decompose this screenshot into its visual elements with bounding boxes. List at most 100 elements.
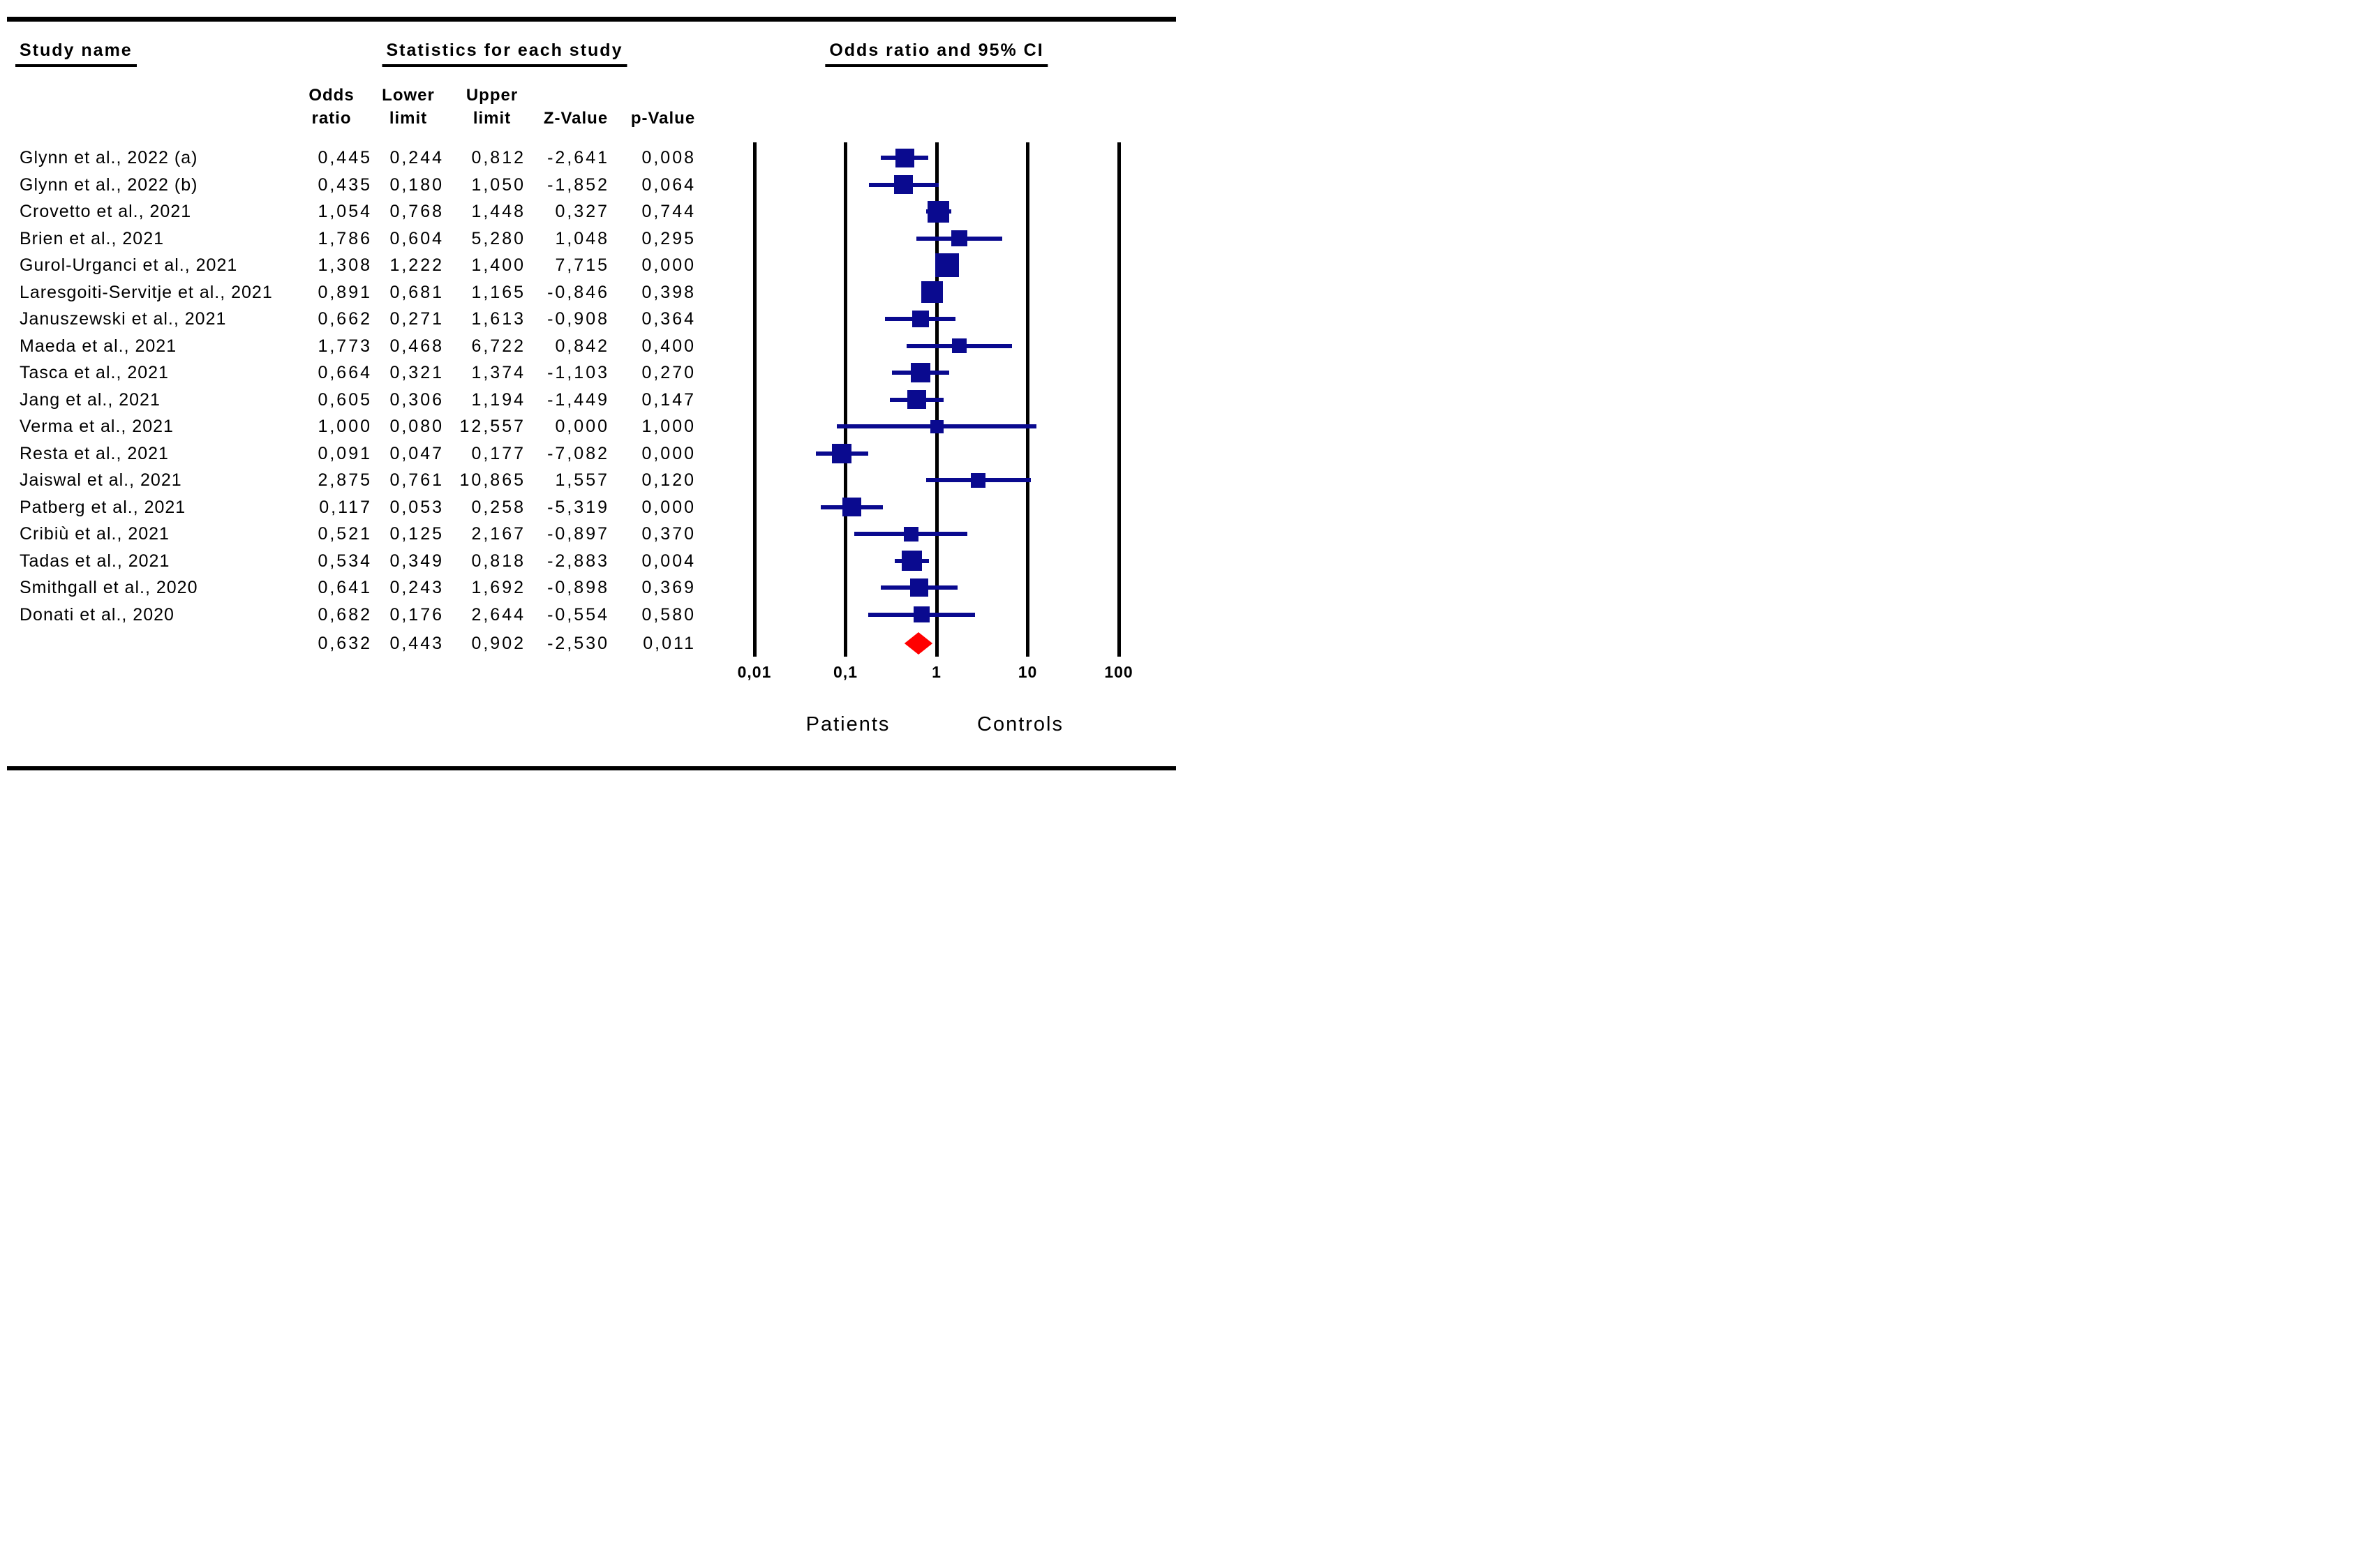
study-name-cell: Laresgoiti-Servitje et al., 2021 bbox=[20, 282, 273, 302]
odds-ratio-cell: 0,662 bbox=[318, 309, 372, 329]
z-value-cell: -0,898 bbox=[547, 578, 609, 597]
axis-tick-label: 100 bbox=[1104, 663, 1133, 681]
z-value-cell: -2,641 bbox=[547, 148, 609, 167]
lower-limit-cell: 0,053 bbox=[389, 497, 444, 517]
table-row: Crovetto et al., 2021 1,054 0,768 1,448 0,32… bbox=[0, 198, 726, 225]
z-value-cell: -7,082 bbox=[547, 443, 609, 463]
odds-ratio-cell: 0,664 bbox=[318, 363, 372, 382]
odds-ratio-marker bbox=[971, 472, 986, 488]
z-value-cell: -0,554 bbox=[547, 604, 609, 625]
table-row: Brien et al., 2021 1,786 0,604 5,280 1,048 0,… bbox=[0, 225, 726, 252]
odds-ratio-cell: 0,521 bbox=[318, 524, 372, 544]
axis-tick-label: 0,1 bbox=[833, 663, 858, 681]
odds-ratio-cell: 0,445 bbox=[318, 148, 372, 167]
stats-column-title: Statistics for each study bbox=[382, 40, 627, 67]
p-value-cell: 0,398 bbox=[641, 282, 696, 302]
lower-limit-cell: 0,243 bbox=[389, 578, 444, 597]
odds-ratio-cell: 0,091 bbox=[318, 443, 372, 463]
table-row: Gurol-Urganci et al., 2021 1,308 1,222 1,40… bbox=[0, 252, 726, 278]
upper-limit-cell: 5,280 bbox=[471, 228, 526, 248]
p-value-column-header: p-Value bbox=[611, 81, 715, 130]
odds-ratio-marker bbox=[842, 498, 861, 516]
table-row: Jang et al., 2021 0,605 0,306 1,194 -1,449 0,… bbox=[0, 387, 726, 413]
favours-left-label: Patients bbox=[805, 713, 891, 736]
upper-limit-column-header: Upper limit bbox=[440, 81, 544, 130]
p-value-cell: 0,744 bbox=[641, 202, 696, 221]
odds-ratio-cell: 0,641 bbox=[318, 578, 372, 597]
table-row: Glynn et al., 2022 (b) 0,435 0,180 1,050 -1,… bbox=[0, 172, 726, 198]
odds-ratio-cell: 1,786 bbox=[318, 228, 372, 248]
axis-tick-label: 1 bbox=[932, 663, 942, 681]
odds-ratio-cell: 0,534 bbox=[318, 551, 372, 571]
upper-limit-cell: 0,258 bbox=[471, 497, 526, 517]
upper-limit-cell: 0,818 bbox=[471, 551, 526, 571]
study-name-cell: Tasca et al., 2021 bbox=[20, 363, 169, 382]
lower-limit-header-line1: Lower bbox=[382, 85, 435, 105]
z-value-cell: 0,000 bbox=[555, 417, 609, 436]
lower-limit-cell: 1,222 bbox=[389, 255, 444, 275]
p-value-cell: 0,270 bbox=[641, 363, 696, 382]
summary-p-value-cell: 0,011 bbox=[643, 634, 696, 653]
z-value-cell: -1,449 bbox=[547, 389, 609, 410]
upper-limit-cell: 10,865 bbox=[459, 470, 526, 490]
table-row: Donati et al., 2020 0,682 0,176 2,644 -0,554… bbox=[0, 602, 726, 628]
lower-limit-cell: 0,047 bbox=[389, 443, 444, 463]
study-name-cell: Gurol-Urganci et al., 2021 bbox=[20, 255, 238, 275]
study-name-cell: Smithgall et al., 2020 bbox=[20, 578, 198, 597]
lower-limit-cell: 0,321 bbox=[389, 363, 444, 382]
table-row: Cribiù et al., 2021 0,521 0,125 2,167 -0,897… bbox=[0, 521, 726, 547]
upper-limit-cell: 2,167 bbox=[471, 524, 526, 544]
odds-ratio-marker bbox=[894, 175, 914, 194]
odds-ratio-marker bbox=[928, 200, 950, 223]
odds-ratio-marker bbox=[910, 363, 930, 382]
summary-upper-limit-cell: 0,902 bbox=[471, 634, 526, 653]
study-name-cell: Glynn et al., 2022 (a) bbox=[20, 148, 198, 167]
z-value-cell: -1,103 bbox=[547, 363, 609, 382]
plot-column-title: Odds ratio and 95% CI bbox=[825, 40, 1048, 67]
upper-limit-header-line2: limit bbox=[473, 108, 512, 128]
upper-limit-cell: 1,448 bbox=[471, 202, 526, 221]
axis-tick-label: 0,01 bbox=[737, 663, 772, 681]
study-name-cell: Glynn et al., 2022 (b) bbox=[20, 174, 198, 195]
table-row: Verma et al., 2021 1,000 0,080 12,557 0,000 1… bbox=[0, 413, 726, 440]
lower-limit-cell: 0,244 bbox=[389, 148, 444, 167]
lower-limit-cell: 0,180 bbox=[389, 174, 444, 195]
odds-ratio-cell: 0,605 bbox=[318, 389, 372, 410]
p-value-cell: 0,000 bbox=[641, 255, 696, 275]
favours-right-label: Controls bbox=[977, 713, 1064, 736]
study-name-cell: Resta et al., 2021 bbox=[20, 443, 169, 463]
lower-limit-cell: 0,125 bbox=[389, 524, 444, 544]
study-name-cell: Cribiù et al., 2021 bbox=[20, 524, 170, 544]
table-row: Resta et al., 2021 0,091 0,047 0,177 -7,082 0… bbox=[0, 440, 726, 467]
odds-ratio-header-line2: ratio bbox=[311, 108, 352, 128]
table-row: Tasca et al., 2021 0,664 0,321 1,374 -1,103 0… bbox=[0, 359, 726, 386]
table-row: Patberg et al., 2021 0,117 0,053 0,258 -5,31… bbox=[0, 494, 726, 521]
p-value-cell: 0,147 bbox=[641, 389, 696, 410]
summary-row: 0,632 0,443 0,902 -2,530 0,011 bbox=[0, 630, 726, 657]
z-value-cell: -1,852 bbox=[547, 174, 609, 195]
axis-gridline bbox=[844, 142, 847, 657]
upper-limit-cell: 1,374 bbox=[471, 363, 526, 382]
study-name-cell: Maeda et al., 2021 bbox=[20, 336, 177, 356]
table-row: Smithgall et al., 2020 0,641 0,243 1,692 -0,… bbox=[0, 574, 726, 601]
z-value-cell: 0,327 bbox=[555, 202, 609, 221]
bottom-border-rule bbox=[7, 766, 1176, 770]
odds-ratio-cell: 0,891 bbox=[318, 282, 372, 302]
upper-limit-cell: 1,692 bbox=[471, 578, 526, 597]
study-name-cell: Donati et al., 2020 bbox=[20, 604, 174, 625]
odds-ratio-marker bbox=[951, 230, 968, 246]
p-value-cell: 0,120 bbox=[641, 470, 696, 490]
lower-limit-cell: 0,681 bbox=[389, 282, 444, 302]
odds-ratio-marker bbox=[951, 338, 967, 353]
p-value-cell: 0,295 bbox=[641, 228, 696, 248]
odds-ratio-marker bbox=[909, 578, 928, 597]
z-value-cell: -0,908 bbox=[547, 309, 609, 329]
lower-limit-column-header: Lower limit bbox=[356, 81, 461, 130]
upper-limit-cell: 1,165 bbox=[471, 282, 526, 302]
p-value-header: p-Value bbox=[630, 108, 696, 128]
odds-ratio-marker bbox=[907, 390, 927, 409]
axis-gridline bbox=[1117, 142, 1121, 657]
study-column-title: Study name bbox=[15, 40, 137, 67]
odds-ratio-cell: 1,773 bbox=[318, 336, 372, 356]
p-value-cell: 0,000 bbox=[641, 443, 696, 463]
